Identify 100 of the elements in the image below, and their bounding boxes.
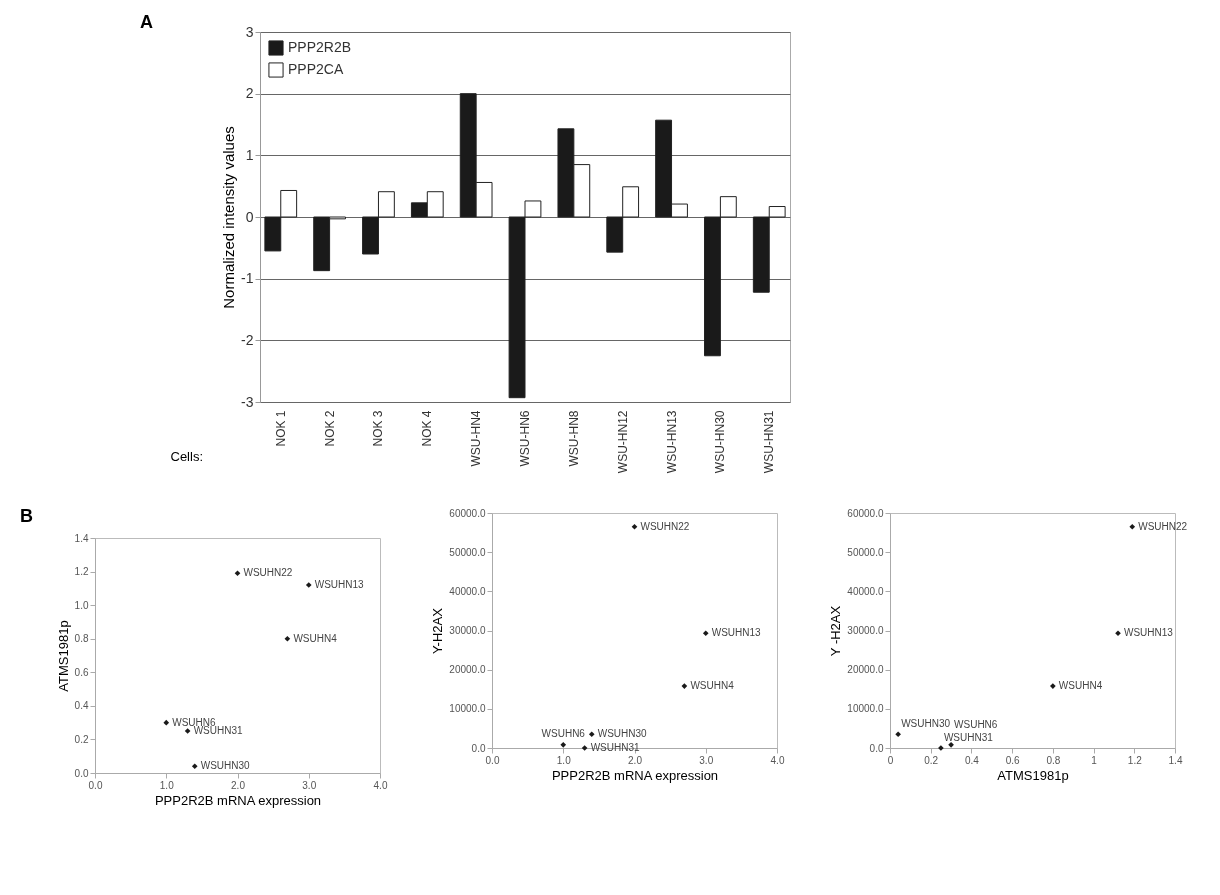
point: [284, 635, 291, 642]
x-tick-label: WSU-HN31: [762, 410, 777, 474]
point: [184, 728, 191, 734]
annotation: WSUHN31: [943, 732, 994, 743]
y-axis-title: Y-H2AX: [430, 607, 446, 654]
y-tick-label: 0.8: [74, 633, 90, 645]
y-tick-label: 60000.0: [847, 507, 884, 519]
y-axis-title: Normalized intensity values: [220, 126, 238, 309]
y-tick-label: 40000.0: [449, 585, 487, 597]
point: [1049, 683, 1056, 689]
y-tick-label: 1.2: [74, 566, 90, 578]
point: [589, 731, 596, 738]
y-tick-label: 1: [245, 146, 254, 163]
y-tick-label: 3: [245, 23, 254, 40]
legend-label: PPP2CA: [288, 61, 344, 77]
x-tick-label: 0.8: [1046, 754, 1061, 766]
point: [682, 683, 688, 689]
y-tick-label: 0.2: [74, 733, 90, 745]
y-tick-label: 30000.0: [449, 625, 487, 636]
x-tick-label: 3.0: [302, 779, 317, 791]
x-tick-label: 2.0: [231, 779, 246, 791]
y-tick-label: 0.4: [74, 700, 90, 712]
point: [163, 719, 170, 726]
x-tick-label: 0.4: [964, 754, 980, 766]
annotation: WSUHN13: [1123, 627, 1174, 639]
y-axis-title: Y -H2AX: [828, 605, 844, 657]
point: [632, 523, 638, 530]
x-tick-label: 2.0: [628, 754, 643, 766]
x-tick-label: 0.2: [924, 754, 939, 766]
point: [306, 582, 312, 588]
x-tick-label: NOK 2: [322, 410, 337, 447]
x-axis-title: ATMS1981p: [997, 767, 1069, 783]
x-tick-label: 0.0: [88, 779, 104, 791]
x-axis-title: PPP2R2B mRNA expression: [552, 767, 719, 783]
y-tick-label: 40000.0: [847, 585, 884, 597]
annotation: WSUHN4: [1058, 680, 1103, 692]
annotation: WSUHN6: [953, 718, 998, 730]
x-tick-label: NOK 4: [420, 410, 435, 447]
y-tick-label: 1.0: [74, 599, 90, 611]
x-tick-label: 1.2: [1127, 754, 1142, 766]
y-tick-label: 0.0: [869, 742, 884, 754]
x-axis-title: Cells:: [170, 448, 204, 464]
point: [1129, 523, 1135, 530]
y-tick-label: 20000.0: [449, 664, 487, 676]
x-tick-label: WSU-HN13: [664, 410, 679, 474]
x-tick-label: WSU-HN8: [566, 410, 581, 467]
x-tick-label: 3.0: [699, 754, 715, 766]
x-tick-label: 1.4: [1168, 754, 1183, 766]
y-tick-label: 50000.0: [847, 546, 884, 558]
legend-label: PPP2R2B: [288, 39, 352, 55]
y-tick-label: 0.0: [472, 742, 487, 754]
x-tick-label: 1.0: [159, 779, 175, 791]
point: [703, 630, 710, 637]
annotation: WSUHN4: [293, 632, 338, 644]
y-tick-label: -3: [241, 393, 254, 410]
y-tick-label: 10000.0: [847, 703, 884, 715]
annotation: WSUHN6: [172, 716, 217, 728]
x-tick-label: WSU-HN6: [518, 410, 532, 467]
annotation: WSUHN22: [1138, 520, 1188, 532]
y-tick-label: 20000.0: [847, 664, 884, 676]
y-tick-label: 1.4: [74, 532, 90, 544]
y-tick-label: 60000.0: [449, 507, 487, 519]
y-axis-title: ATMS1981p: [55, 620, 71, 692]
annotation: WSUHN22: [640, 520, 691, 532]
point: [582, 745, 588, 751]
x-tick-label: 1.0: [557, 754, 572, 766]
annotation: WSUHN31: [591, 742, 641, 753]
annotation: WSUHN30: [598, 728, 648, 740]
y-tick-label: -1: [241, 270, 254, 287]
point: [1114, 630, 1121, 637]
point: [895, 731, 901, 738]
x-tick-label: WSU-HN30: [713, 410, 728, 474]
text: A: [140, 12, 153, 32]
y-tick-label: 50000.0: [449, 546, 487, 558]
annotation: WSUHN13: [712, 627, 762, 639]
x-tick-label: 0: [887, 754, 894, 766]
y-tick-label: 0: [245, 208, 254, 225]
annotation: WSUHN4: [690, 680, 735, 692]
annotation: WSUHN13: [314, 579, 365, 590]
annotation: WSUHN30: [200, 760, 251, 772]
text: B: [20, 506, 34, 526]
annotation: WSUHN31: [193, 725, 244, 737]
x-tick-label: 4.0: [373, 779, 389, 791]
x-tick-label: WSU-HN4: [469, 410, 484, 467]
y-tick-label: -2: [241, 331, 254, 348]
y-tick-label: 0.0: [74, 767, 90, 779]
x-tick-label: NOK 3: [371, 410, 386, 447]
y-tick-label: 10000.0: [449, 703, 487, 715]
x-tick-label: 4.0: [771, 754, 786, 766]
point: [234, 570, 241, 577]
point: [560, 742, 567, 748]
x-axis-title: PPP2R2B mRNA expression: [155, 792, 322, 808]
y-tick-label: 2: [245, 85, 254, 102]
annotation: WSUHN30: [900, 718, 951, 730]
y-tick-label: 30000.0: [847, 625, 884, 636]
x-tick-label: WSU-HN12: [615, 410, 630, 474]
annotation: WSUHN22: [243, 567, 293, 579]
y-tick-label: 0.6: [74, 666, 90, 678]
x-tick-label: 0.6: [1005, 754, 1020, 766]
x-tick-label: 0.0: [486, 754, 501, 766]
